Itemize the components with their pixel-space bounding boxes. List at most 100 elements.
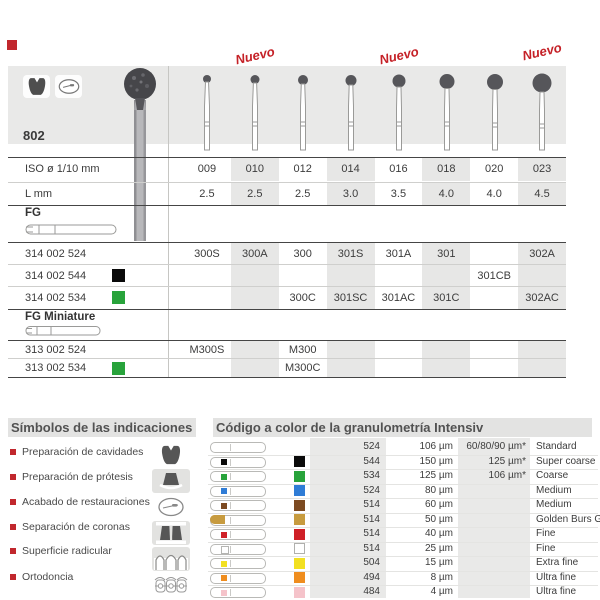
alt-grain-size: 125 µm*	[488, 455, 526, 467]
iso-value: 014	[326, 158, 375, 181]
grit-color-square	[294, 499, 305, 511]
fg-miniature-shank-drawing	[25, 326, 101, 336]
granulometry-row: 514 25 µm Fine	[208, 542, 598, 557]
iso-value: 018	[422, 158, 471, 181]
product-row: 314 002 534 300C 301SC 301AC 301C 302AC	[8, 286, 566, 310]
grit-code: 534	[363, 470, 380, 481]
product-row: 313 002 534 M300C	[8, 358, 566, 378]
grit-name: Fine	[536, 542, 556, 554]
grit-code: 514	[363, 542, 380, 554]
grit-color-square	[294, 470, 305, 482]
grit-color-square	[294, 528, 305, 540]
symbol-label: Superficie radicular	[22, 545, 112, 557]
iso-value: 012	[293, 163, 312, 175]
alt-grain-size: 60/80/90 µm*	[466, 441, 526, 452]
header-band: 802	[8, 66, 566, 144]
grit-name: Ultra fine	[536, 571, 577, 583]
product-row: 313 002 524 M300S M300	[8, 340, 566, 359]
grit-name: Coarse	[536, 470, 569, 481]
product-cell	[326, 265, 375, 287]
grit-name: Ultra fine	[536, 586, 577, 597]
bur-profile-014	[345, 75, 357, 151]
brand-chip	[7, 40, 17, 50]
bur-profile-018	[439, 74, 455, 151]
product-cell	[230, 287, 279, 309]
product-row: 314 002 544 301CB	[8, 264, 566, 287]
column-divider	[168, 66, 169, 377]
product-cell: M300S	[189, 344, 225, 356]
product-cell	[230, 359, 279, 377]
bur-grit-drawing	[210, 442, 266, 453]
grit-name: Fine	[536, 528, 556, 539]
bur-profile-020	[487, 74, 503, 151]
bur-grit-drawing	[210, 485, 266, 497]
symbol-item: Preparación de prótesis	[10, 471, 133, 483]
product-cell	[375, 359, 423, 377]
bur-grit-drawing	[210, 558, 266, 569]
grain-size: 106 µm	[419, 441, 453, 452]
grit-code: 544	[363, 455, 380, 467]
grit-color-square	[294, 456, 305, 467]
grit-code: 504	[363, 557, 380, 568]
grain-size: 80 µm	[425, 484, 453, 496]
bur-grit-drawing	[210, 471, 266, 482]
granulometry-panel: Código a color de la granulometría Inten…	[208, 418, 600, 600]
product-cell	[230, 341, 279, 359]
product-cell	[230, 265, 279, 287]
section-fg: FG	[8, 206, 566, 242]
product-cell	[518, 359, 566, 377]
grit-name: Super coarse	[536, 455, 596, 467]
symbol-label: Acabado de restauraciones	[22, 496, 150, 508]
product-cell: M300	[288, 344, 317, 356]
length-value: 2.5	[230, 182, 279, 205]
gold-head	[210, 514, 225, 524]
product-cell: 302A	[518, 243, 566, 265]
symbol-item: Preparación de cavidades	[10, 446, 143, 458]
iso-value: 010	[230, 158, 279, 181]
granulometry-row: 514 50 µm Golden Burs GB	[208, 513, 600, 528]
grain-size: 8 µm	[430, 571, 453, 583]
red-bullet-icon	[10, 524, 16, 530]
grain-size: 50 µm	[425, 513, 453, 525]
bur-photo	[124, 68, 156, 241]
grit-code: 514	[363, 528, 380, 539]
red-bullet-icon	[10, 449, 16, 455]
grit-color-square	[294, 543, 305, 554]
symbol-item: Acabado de restauraciones	[10, 496, 150, 508]
red-bullet-icon	[10, 499, 16, 505]
granulometry-row: 524 80 µm Medium	[208, 484, 598, 499]
granulometry-row: 484 4 µm Ultra fine	[208, 585, 598, 600]
symbol-item: Separación de coronas	[10, 521, 130, 533]
product-cell: 301S	[326, 243, 375, 265]
red-bullet-icon	[10, 474, 16, 480]
product-cell: 300	[293, 248, 312, 260]
granulometry-row: 514 60 µm Medium	[208, 498, 598, 514]
grit-band	[221, 575, 227, 581]
product-cell	[422, 265, 471, 287]
red-bullet-icon	[10, 548, 16, 554]
product-cell	[422, 341, 471, 359]
granulometry-row: 544 150 µm 125 µm* Super coarse	[208, 455, 598, 470]
grit-code: 514	[363, 513, 380, 525]
product-cell	[279, 265, 327, 287]
iso-row-label: ISO ø 1/10 mm	[25, 163, 100, 175]
product-cell: 300A	[230, 243, 279, 265]
product-cell	[518, 265, 566, 287]
length-value: 3.5	[390, 187, 407, 200]
grit-band	[221, 473, 227, 480]
iso-value: 009	[197, 163, 217, 175]
product-cell	[422, 359, 471, 377]
section-fg-label: FG	[25, 207, 41, 219]
product-code: 314 002 544	[8, 265, 183, 287]
grit-color-square	[294, 572, 305, 583]
product-cell: 300C	[289, 292, 316, 304]
bur-grit-drawing	[210, 587, 266, 598]
grain-size: 125 µm	[419, 470, 453, 481]
grit-code: 494	[363, 571, 380, 583]
grit-name: Medium	[536, 484, 572, 496]
product-cell: 301	[422, 243, 471, 265]
symbols-title: Símbolos de las indicaciones	[8, 418, 196, 437]
grit-color-square	[112, 291, 125, 304]
grit-band	[221, 560, 227, 567]
